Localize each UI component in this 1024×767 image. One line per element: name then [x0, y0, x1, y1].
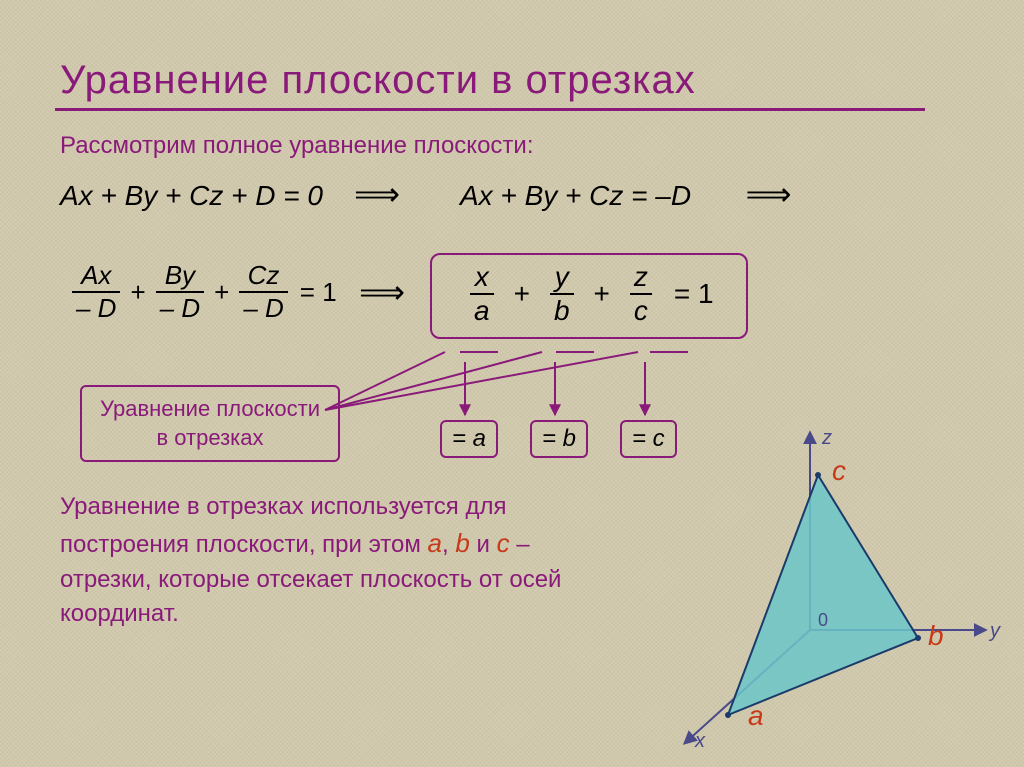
body-text: Уравнение в отрезках используется для по… [60, 490, 600, 632]
plus-sign: + [514, 278, 530, 310]
subtitle: Рассмотрим полное уравнение плоскости: [60, 132, 533, 160]
plus-sign: + [214, 277, 229, 308]
intercept-value-a: = a [440, 420, 498, 458]
frac-den: b [550, 295, 574, 327]
axis-x-label: x [695, 730, 705, 753]
axis-y-label: y [990, 620, 1000, 643]
frac-den: – D [72, 293, 120, 324]
intercept-label-box: Уравнение плоскости в отрезках [80, 385, 340, 462]
arrow-icon: ⟹ [746, 176, 792, 212]
title-underline [55, 108, 925, 111]
intercept-equation-box: x a + y b + z c = 1 [430, 253, 748, 339]
sep: , [442, 531, 455, 558]
frac-term: Cz – D [239, 260, 287, 324]
equals-one: = 1 [300, 277, 337, 308]
plane-diagram: 0 z y x a b c [640, 425, 1010, 755]
plus-sign: + [594, 278, 610, 310]
frac-term: Ax – D [72, 260, 120, 324]
frac-num: x [471, 261, 493, 293]
var-a: a [428, 528, 442, 558]
point-a-label: a [748, 700, 764, 732]
diagram-svg [640, 425, 1010, 755]
frac-num: z [630, 261, 652, 293]
frac-term: x a [470, 261, 494, 327]
frac-den: c [630, 295, 652, 327]
frac-num: y [551, 261, 573, 293]
equation-general: Ax + By + Cz + D = 0 ⟹ [60, 175, 400, 213]
label-line2: в отрезках [100, 424, 320, 453]
eq-general-text: Ax + By + Cz + D = 0 [60, 180, 323, 211]
equals-one: = 1 [674, 278, 714, 310]
frac-den: – D [156, 293, 204, 324]
frac-num: Cz [244, 260, 284, 291]
frac-term: y b [550, 261, 574, 327]
arrow-icon: ⟹ [354, 176, 400, 212]
fraction-row-left: Ax – D + By – D + Cz – D = 1 ⟹ [68, 260, 405, 324]
sep: и [470, 531, 497, 558]
frac-num: By [161, 260, 199, 291]
frac-term: By – D [156, 260, 204, 324]
equation-moved: Ax + By + Cz = –D ⟹ [460, 175, 791, 213]
origin-label: 0 [818, 610, 828, 631]
frac-den: a [470, 295, 494, 327]
frac-den: – D [239, 293, 287, 324]
axis-z-label: z [822, 427, 832, 450]
arrow-icon: ⟹ [359, 273, 405, 311]
page-title: Уравнение плоскости в отрезках [60, 58, 696, 103]
point-c-label: c [832, 455, 846, 487]
point-b-label: b [928, 620, 944, 652]
var-b: b [455, 528, 469, 558]
intercept-value-b: = b [530, 420, 588, 458]
eq-moved-text: Ax + By + Cz = –D [460, 180, 691, 211]
frac-term: z c [630, 261, 652, 327]
label-line1: Уравнение плоскости [100, 395, 320, 424]
frac-num: Ax [77, 260, 115, 291]
plus-sign: + [130, 277, 145, 308]
var-c: c [497, 528, 510, 558]
